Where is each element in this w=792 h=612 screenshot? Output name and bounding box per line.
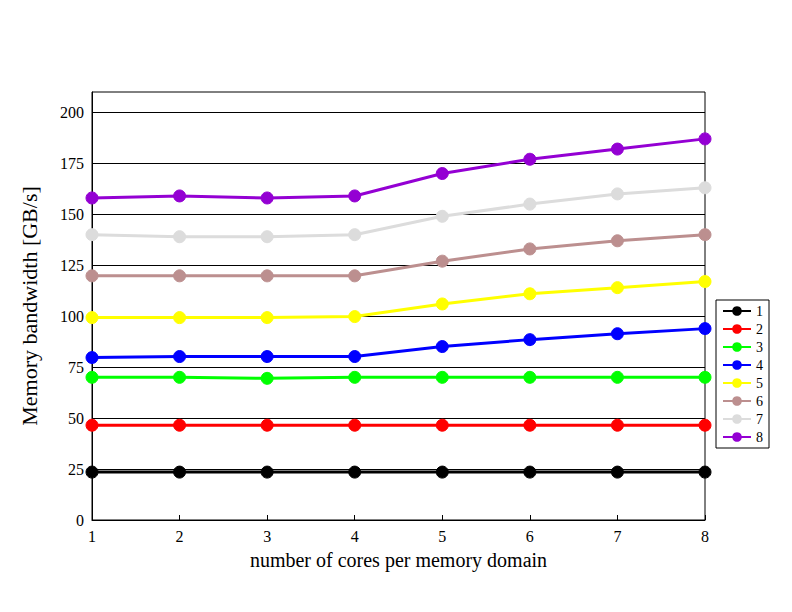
svg-text:7: 7: [756, 412, 763, 427]
svg-text:6: 6: [526, 528, 534, 545]
svg-text:125: 125: [60, 257, 84, 274]
svg-text:175: 175: [60, 155, 84, 172]
svg-text:150: 150: [60, 206, 84, 223]
svg-text:2: 2: [176, 528, 184, 545]
svg-text:Memory bandwidth [GB/s]: Memory bandwidth [GB/s]: [17, 186, 42, 426]
svg-text:3: 3: [756, 340, 763, 355]
svg-text:3: 3: [263, 528, 271, 545]
svg-text:1: 1: [756, 304, 763, 319]
svg-text:2: 2: [756, 322, 763, 337]
svg-text:5: 5: [438, 528, 446, 545]
svg-text:4: 4: [756, 358, 763, 373]
svg-text:4: 4: [351, 528, 359, 545]
svg-text:7: 7: [613, 528, 621, 545]
svg-text:6: 6: [756, 394, 763, 409]
svg-text:8: 8: [756, 430, 763, 445]
svg-text:8: 8: [701, 528, 709, 545]
svg-text:25: 25: [68, 461, 84, 478]
svg-text:1: 1: [88, 528, 96, 545]
svg-text:number of cores per memory dom: number of cores per memory domain: [250, 549, 547, 572]
svg-text:50: 50: [68, 410, 84, 427]
svg-text:5: 5: [756, 376, 763, 391]
svg-text:75: 75: [68, 359, 84, 376]
svg-text:100: 100: [60, 308, 84, 325]
svg-text:0: 0: [76, 512, 84, 529]
svg-text:200: 200: [60, 104, 84, 121]
